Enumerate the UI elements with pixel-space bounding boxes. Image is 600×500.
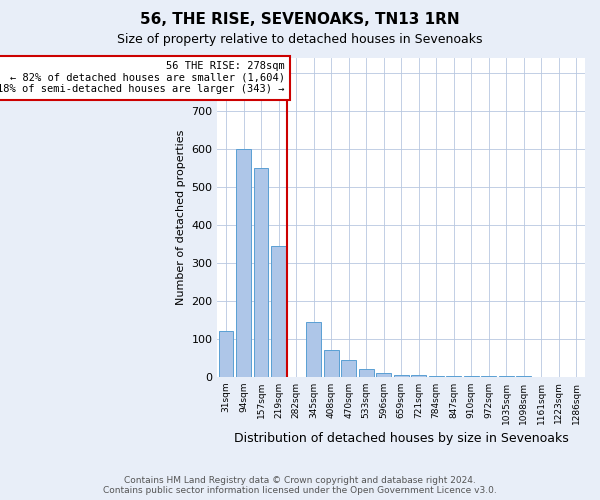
Bar <box>323 350 338 376</box>
Bar <box>411 375 426 376</box>
Bar <box>306 322 321 376</box>
Bar <box>254 168 268 376</box>
Text: 56 THE RISE: 278sqm
← 82% of detached houses are smaller (1,604)
18% of semi-det: 56 THE RISE: 278sqm ← 82% of detached ho… <box>0 62 284 94</box>
Text: 56, THE RISE, SEVENOAKS, TN13 1RN: 56, THE RISE, SEVENOAKS, TN13 1RN <box>140 12 460 28</box>
Bar <box>394 375 409 376</box>
Text: Contains HM Land Registry data © Crown copyright and database right 2024.
Contai: Contains HM Land Registry data © Crown c… <box>103 476 497 495</box>
Bar <box>376 373 391 376</box>
Bar <box>359 369 374 376</box>
Bar <box>236 148 251 376</box>
Y-axis label: Number of detached properties: Number of detached properties <box>176 130 186 305</box>
X-axis label: Distribution of detached houses by size in Sevenoaks: Distribution of detached houses by size … <box>234 432 569 445</box>
Text: Size of property relative to detached houses in Sevenoaks: Size of property relative to detached ho… <box>117 32 483 46</box>
Bar <box>271 246 286 376</box>
Bar <box>341 360 356 376</box>
Bar <box>218 331 233 376</box>
